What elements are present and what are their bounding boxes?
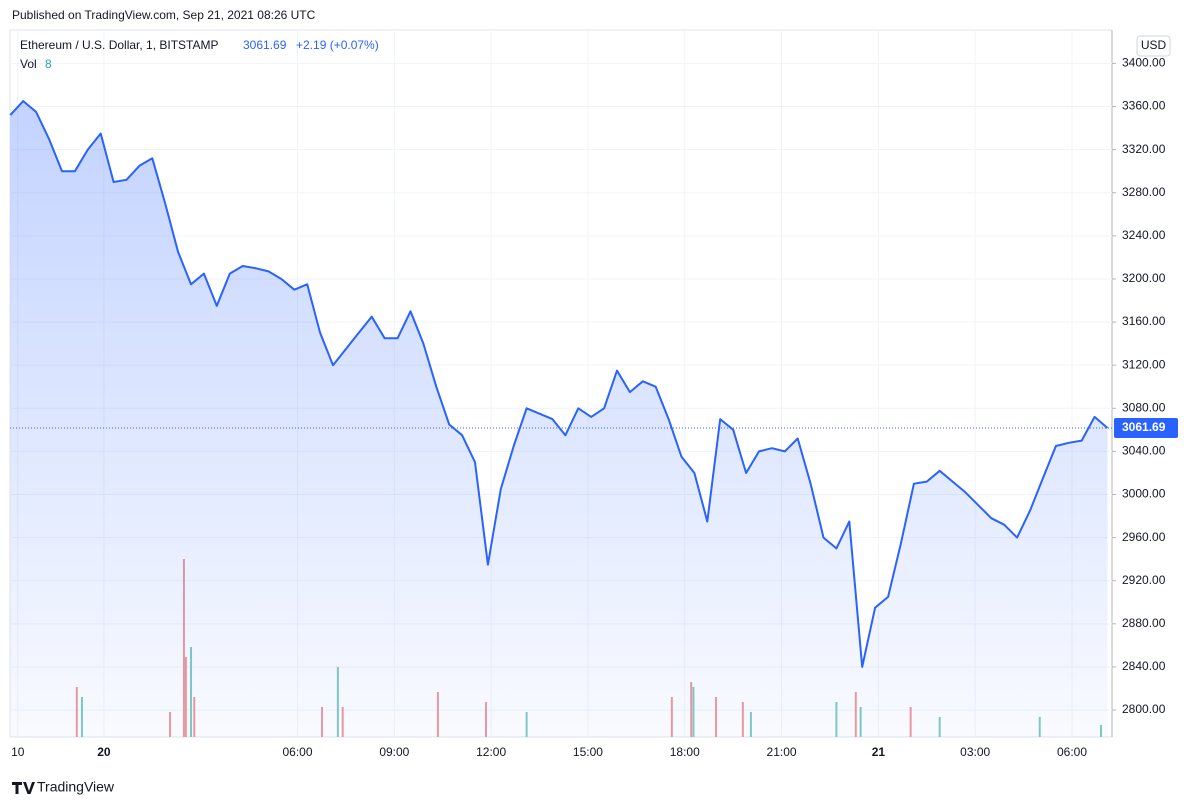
x-tick-label: 21:00 xyxy=(767,745,797,759)
price-change: +2.19 (+0.07%) xyxy=(296,38,379,52)
brand-name: TradingView xyxy=(37,779,115,795)
volume-label: Vol xyxy=(20,57,37,71)
x-tick-label: 20 xyxy=(97,745,111,759)
x-tick-label: 12:00 xyxy=(476,745,506,759)
x-tick-label: 03:00 xyxy=(960,745,990,759)
y-tick-label: 3080.00 xyxy=(1122,400,1166,414)
price-line xyxy=(9,100,1109,668)
y-tick-label: 3320.00 xyxy=(1122,142,1166,156)
volume-last: 8 xyxy=(45,57,52,71)
x-tick-label: 09:00 xyxy=(379,745,409,759)
symbol-name: Ethereum / U.S. Dollar, 1, BITSTAMP xyxy=(20,38,219,52)
y-tick-label: 3160.00 xyxy=(1122,314,1166,328)
price-tag-label: 3061.69 xyxy=(1122,420,1166,434)
y-tick-label: 2800.00 xyxy=(1122,702,1166,716)
y-tick-label: 2920.00 xyxy=(1122,573,1166,587)
x-tick-label: 06:00 xyxy=(283,745,313,759)
x-tick-label: 15:00 xyxy=(573,745,603,759)
x-tick-label: 10 xyxy=(11,745,25,759)
y-tick-label: 3240.00 xyxy=(1122,228,1166,242)
area-fill xyxy=(10,101,1108,738)
y-tick-label: 3000.00 xyxy=(1122,487,1166,501)
y-tick-label: 3280.00 xyxy=(1122,185,1166,199)
y-tick-label: 2840.00 xyxy=(1122,659,1166,673)
currency-button[interactable] xyxy=(1136,35,1171,57)
y-tick-label: 3040.00 xyxy=(1122,444,1166,458)
x-tick-label: 06:00 xyxy=(1057,745,1087,759)
price-tag xyxy=(1114,418,1178,439)
last-price: 3061.69 xyxy=(243,38,287,52)
y-tick-label: 3200.00 xyxy=(1122,271,1166,285)
brand-logo: TradingView xyxy=(12,779,115,795)
y-tick-label: 2960.00 xyxy=(1122,530,1166,544)
y-tick-label: 2880.00 xyxy=(1122,616,1166,630)
y-tick-label: 3120.00 xyxy=(1122,357,1166,371)
x-tick-label: 21 xyxy=(872,745,886,759)
published-note: Published on TradingView.com, Sep 21, 20… xyxy=(12,8,316,22)
y-tick-label: 3400.00 xyxy=(1122,56,1166,70)
x-tick-label: 18:00 xyxy=(670,745,700,759)
y-tick-label: 3360.00 xyxy=(1122,99,1166,113)
currency[interactable]: USD xyxy=(1141,38,1167,52)
